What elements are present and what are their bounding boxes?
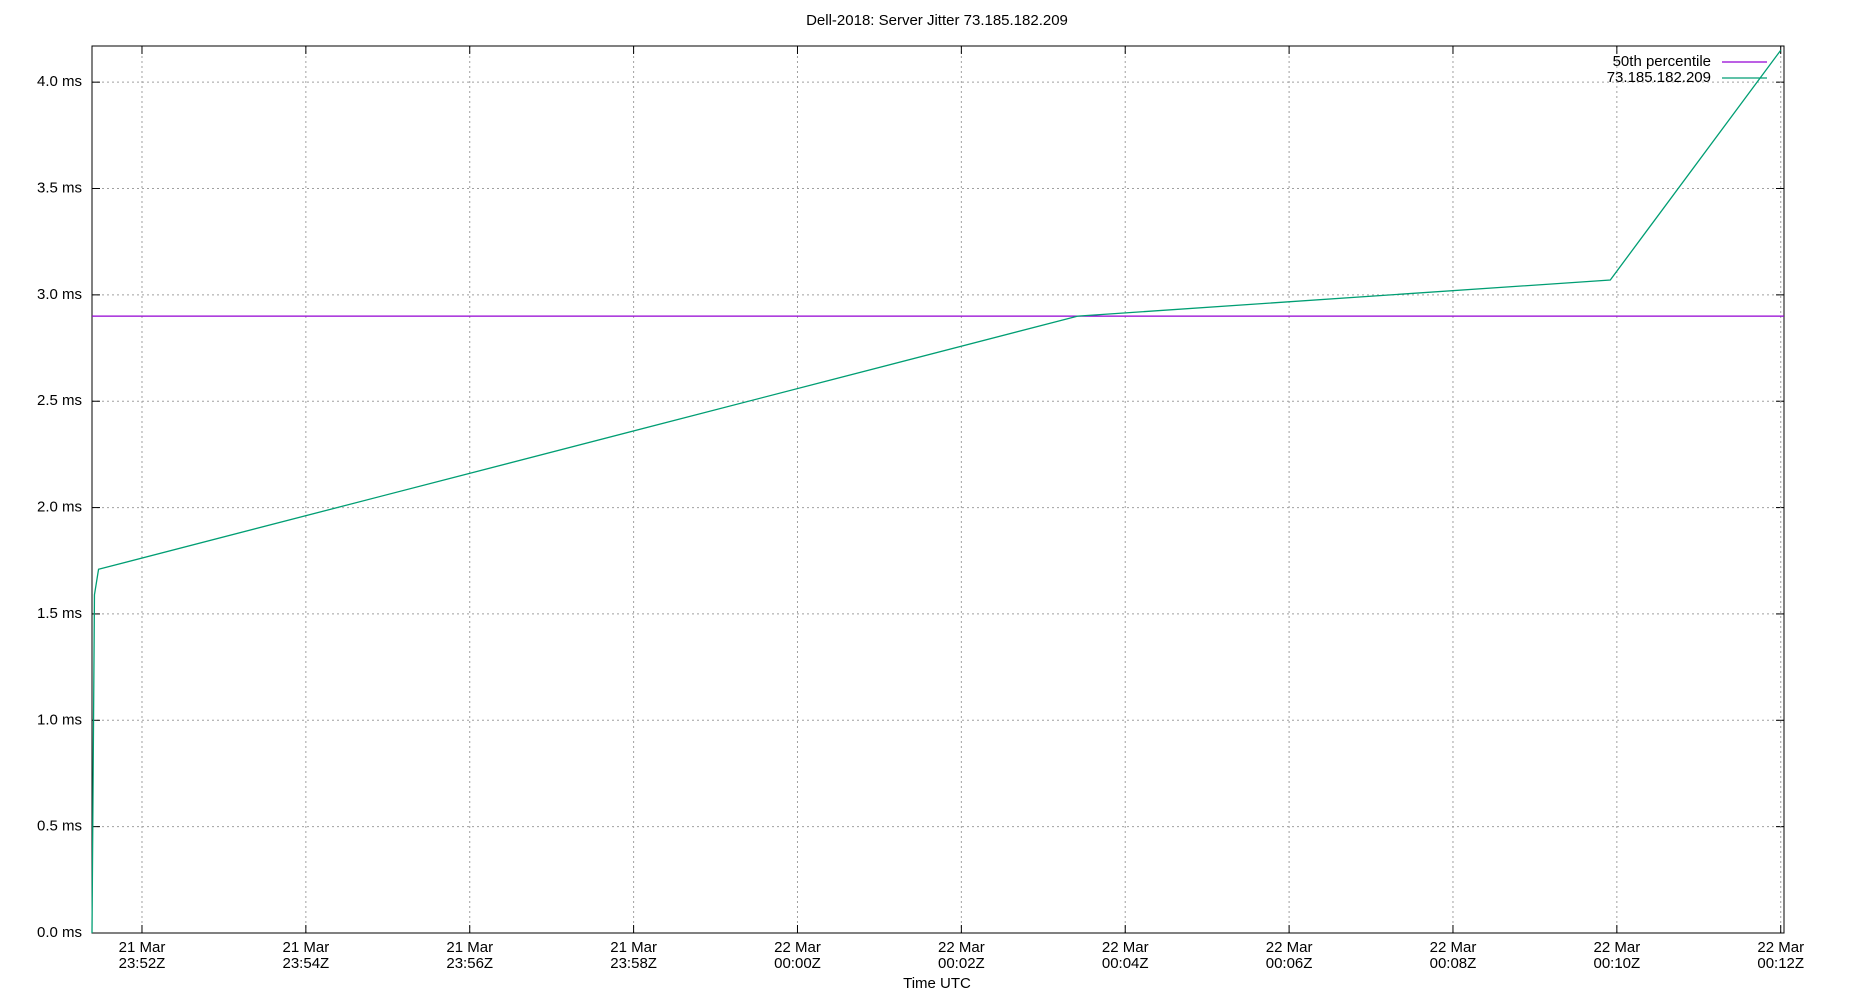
y-tick-label: 1.5 ms bbox=[37, 605, 82, 622]
x-tick-label-line: 21 Mar bbox=[283, 939, 330, 956]
x-tick-label-line: 22 Mar bbox=[1102, 939, 1149, 956]
x-tick-label-line: 23:52Z bbox=[119, 955, 166, 972]
x-tick-label: 22 Mar 00:02Z bbox=[938, 939, 985, 972]
x-tick-label: 21 Mar 23:54Z bbox=[283, 939, 330, 972]
x-tick-label-line: 22 Mar bbox=[1757, 939, 1804, 956]
x-tick-label-line: 00:08Z bbox=[1430, 955, 1477, 972]
x-tick-label-line: 22 Mar bbox=[1594, 939, 1641, 956]
y-tick-label: 3.5 ms bbox=[37, 179, 82, 196]
x-tick-label-line: 21 Mar bbox=[610, 939, 657, 956]
x-tick-label: 22 Mar 00:08Z bbox=[1430, 939, 1477, 972]
y-tick-label: 1.0 ms bbox=[37, 711, 82, 728]
x-tick-label: 22 Mar 00:06Z bbox=[1266, 939, 1313, 972]
x-tick-label: 21 Mar 23:52Z bbox=[119, 939, 166, 972]
chart-title: Dell-2018: Server Jitter 73.185.182.209 bbox=[806, 12, 1068, 29]
y-tick-label: 2.0 ms bbox=[37, 499, 82, 516]
x-tick-label-line: 00:02Z bbox=[938, 955, 985, 972]
y-tick-label: 2.5 ms bbox=[37, 392, 82, 409]
x-tick-label-line: 23:56Z bbox=[446, 955, 493, 972]
x-axis-label: Time UTC bbox=[903, 975, 971, 992]
x-tick-label-line: 21 Mar bbox=[119, 939, 166, 956]
x-tick-label-line: 22 Mar bbox=[774, 939, 821, 956]
x-tick-label: 22 Mar 00:10Z bbox=[1593, 939, 1640, 972]
x-tick-label-line: 00:10Z bbox=[1593, 955, 1640, 972]
x-tick-label-line: 21 Mar bbox=[446, 939, 493, 956]
y-tick-label: 4.0 ms bbox=[37, 73, 82, 90]
legend-label: 73.185.182.209 bbox=[1607, 69, 1711, 86]
x-tick-label-line: 23:54Z bbox=[283, 955, 330, 972]
x-tick-label: 21 Mar 23:58Z bbox=[610, 939, 657, 972]
plot-frame bbox=[91, 45, 1785, 934]
legend-label: 50th percentile bbox=[1613, 53, 1711, 70]
x-tick-label-line: 22 Mar bbox=[1430, 939, 1477, 956]
x-tick-label-line: 00:06Z bbox=[1266, 955, 1313, 972]
x-tick-label: 22 Mar 00:04Z bbox=[1102, 939, 1149, 972]
x-tick-label: 22 Mar 00:00Z bbox=[774, 939, 821, 972]
x-tick-label-line: 23:58Z bbox=[610, 955, 657, 972]
y-tick-label: 0.5 ms bbox=[37, 818, 82, 835]
x-tick-label-line: 00:12Z bbox=[1757, 955, 1804, 972]
y-tick-label: 0.0 ms bbox=[37, 924, 82, 941]
y-tick-label: 3.0 ms bbox=[37, 286, 82, 303]
x-tick-label: 21 Mar 23:56Z bbox=[446, 939, 493, 972]
x-tick-label-line: 00:04Z bbox=[1102, 955, 1149, 972]
x-tick-label: 22 Mar 00:12Z bbox=[1757, 939, 1804, 972]
x-tick-label-line: 22 Mar bbox=[938, 939, 985, 956]
x-tick-label-line: 22 Mar bbox=[1266, 939, 1313, 956]
series-line bbox=[91, 49, 1782, 934]
x-tick-label-line: 00:00Z bbox=[774, 955, 821, 972]
